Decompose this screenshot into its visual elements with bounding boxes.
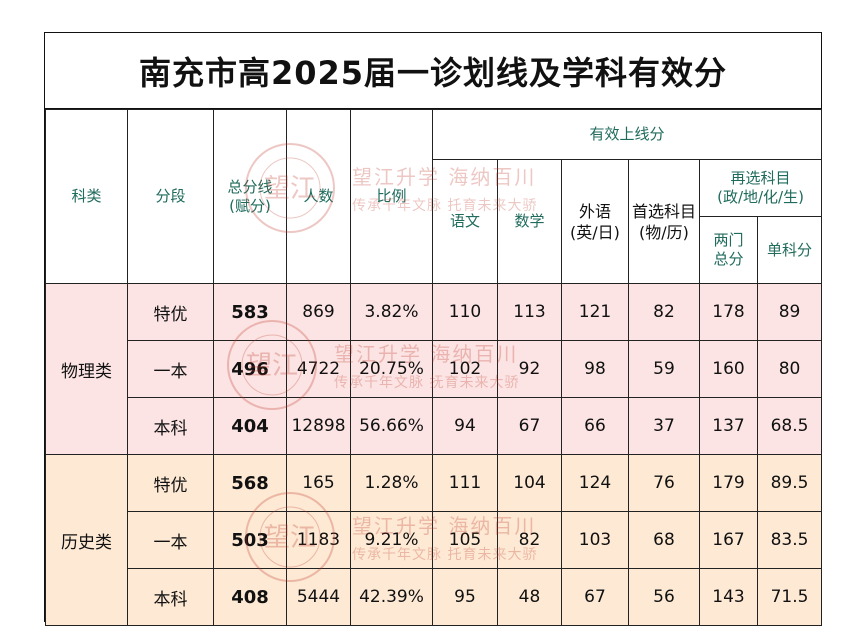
cell-score: 503 — [213, 511, 287, 569]
cell-chinese: 94 — [432, 397, 498, 455]
table-row: 物理类 特优 583 869 3.82% 110 113 121 82 178 89 — [45, 283, 823, 455]
cell-single: 89 — [756, 283, 823, 341]
header-two-total-1: 两门 — [713, 231, 744, 249]
cell-tier: 特优 — [127, 283, 214, 341]
cell-two: 137 — [699, 397, 758, 455]
cell-foreign: 124 — [561, 454, 629, 512]
cell-math: 67 — [497, 397, 562, 455]
score-table: 科类 分段 总分线 (赋分) 人数 比例 有效上线分 语文 数学 外语 (英/日… — [45, 109, 823, 626]
header-effective: 有效上线分 — [431, 109, 823, 160]
cell-ratio: 3.82% — [350, 283, 433, 341]
cell-tier: 一本 — [127, 340, 214, 398]
cell-foreign: 103 — [561, 511, 629, 569]
header-category: 科类 — [45, 109, 128, 284]
cell-foreign: 98 — [561, 340, 629, 398]
cell-tier: 特优 — [127, 454, 214, 512]
score-sheet: 南充市高2025届一诊划线及学科有效分 科类 分段 总分线 (赋分) 人数 比例… — [44, 32, 823, 626]
header-first-choice-1: 首选科目 — [631, 201, 696, 221]
header-first-choice-2: (物/历) — [639, 222, 689, 242]
cell-count: 4722 — [286, 340, 351, 398]
cell-ratio: 9.21% — [350, 511, 433, 569]
cell-count: 165 — [286, 454, 351, 512]
cell-score: 408 — [213, 568, 287, 626]
cell-single: 83.5 — [756, 511, 823, 569]
page-title: 南充市高2025届一诊划线及学科有效分 — [45, 33, 821, 109]
cell-first: 76 — [628, 454, 700, 512]
cell-chinese: 111 — [432, 454, 498, 512]
cell-single: 68.5 — [756, 397, 823, 455]
cell-math: 104 — [497, 454, 562, 512]
table-row: 历史类 特优 568 165 1.28% 111 104 124 76 179 89.5 — [45, 454, 823, 626]
header-tier: 分段 — [127, 109, 214, 284]
cell-two: 160 — [699, 340, 758, 398]
cell-ratio: 20.75% — [350, 340, 433, 398]
cell-foreign: 66 — [561, 397, 629, 455]
header-total-line-1: 总分线 — [227, 177, 273, 196]
cell-first: 59 — [628, 340, 700, 398]
table-row: 本科 404 12898 56.66% 94 67 66 37 137 68.5 — [46, 397, 823, 455]
cell-count: 869 — [286, 283, 351, 341]
header-ratio: 比例 — [350, 109, 433, 284]
cell-count: 12898 — [286, 397, 351, 455]
cell-single: 89.5 — [756, 454, 823, 512]
cell-math: 82 — [497, 511, 562, 569]
header-reselect-2: (政/地/化/生) — [717, 188, 804, 206]
table-row: 一本 496 4722 20.75% 102 92 98 59 160 80 — [46, 340, 823, 398]
cell-tier: 一本 — [127, 511, 214, 569]
cell-count: 1183 — [286, 511, 351, 569]
cell-first: 37 — [628, 397, 700, 455]
cell-single: 80 — [756, 340, 823, 398]
cell-chinese: 110 — [432, 283, 498, 341]
cell-two: 167 — [699, 511, 758, 569]
cell-chinese: 105 — [432, 511, 498, 569]
cell-math: 113 — [497, 283, 562, 341]
cell-single: 71.5 — [756, 568, 823, 626]
cell-score: 568 — [213, 454, 287, 512]
header-count: 人数 — [286, 109, 351, 284]
cell-ratio: 1.28% — [350, 454, 433, 512]
cell-score: 496 — [213, 340, 287, 398]
table-body: 物理类 特优 583 869 3.82% 110 113 121 82 178 89 一本 496 472… — [45, 283, 823, 626]
cell-score: 404 — [213, 397, 287, 455]
cell-foreign: 67 — [561, 568, 629, 626]
cell-tier: 本科 — [127, 568, 214, 626]
cell-score: 583 — [213, 283, 287, 341]
cell-two: 178 — [699, 283, 758, 341]
cell-first: 68 — [628, 511, 700, 569]
header-foreign: 外语 (英/日) — [561, 159, 629, 284]
cell-chinese: 102 — [432, 340, 498, 398]
header-foreign-1: 外语 — [578, 201, 611, 221]
cell-first: 82 — [628, 283, 700, 341]
group-label: 物理类 — [45, 283, 128, 455]
header-two-total: 两门 总分 — [699, 216, 758, 284]
header-total-line: 总分线 (赋分) — [213, 109, 287, 284]
header-single: 单科分 — [756, 216, 823, 284]
cell-count: 5444 — [286, 568, 351, 626]
cell-math: 48 — [497, 568, 562, 626]
header-reselect: 再选科目 (政/地/化/生) — [698, 159, 823, 217]
table-row: 本科 408 5444 42.39% 95 48 67 56 143 71.5 — [46, 568, 823, 626]
header-reselect-1: 再选科目 — [730, 169, 791, 187]
cell-two: 179 — [699, 454, 758, 512]
cell-foreign: 121 — [561, 283, 629, 341]
cell-chinese: 95 — [432, 568, 498, 626]
cell-tier: 本科 — [127, 397, 214, 455]
cell-ratio: 56.66% — [350, 397, 433, 455]
header-first-choice: 首选科目 (物/历) — [628, 159, 700, 284]
header-foreign-2: (英/日) — [570, 222, 620, 242]
cell-first: 56 — [628, 568, 700, 626]
cell-math: 92 — [497, 340, 562, 398]
cell-ratio: 42.39% — [350, 568, 433, 626]
header-total-line-2: (赋分) — [229, 196, 271, 215]
header-chinese: 语文 — [432, 159, 498, 284]
cell-two: 143 — [699, 568, 758, 626]
header-two-total-2: 总分 — [713, 250, 744, 268]
table-row: 一本 503 1183 9.21% 105 82 103 68 167 83.5 — [46, 511, 823, 569]
header-math: 数学 — [497, 159, 562, 284]
group-label: 历史类 — [45, 454, 128, 626]
